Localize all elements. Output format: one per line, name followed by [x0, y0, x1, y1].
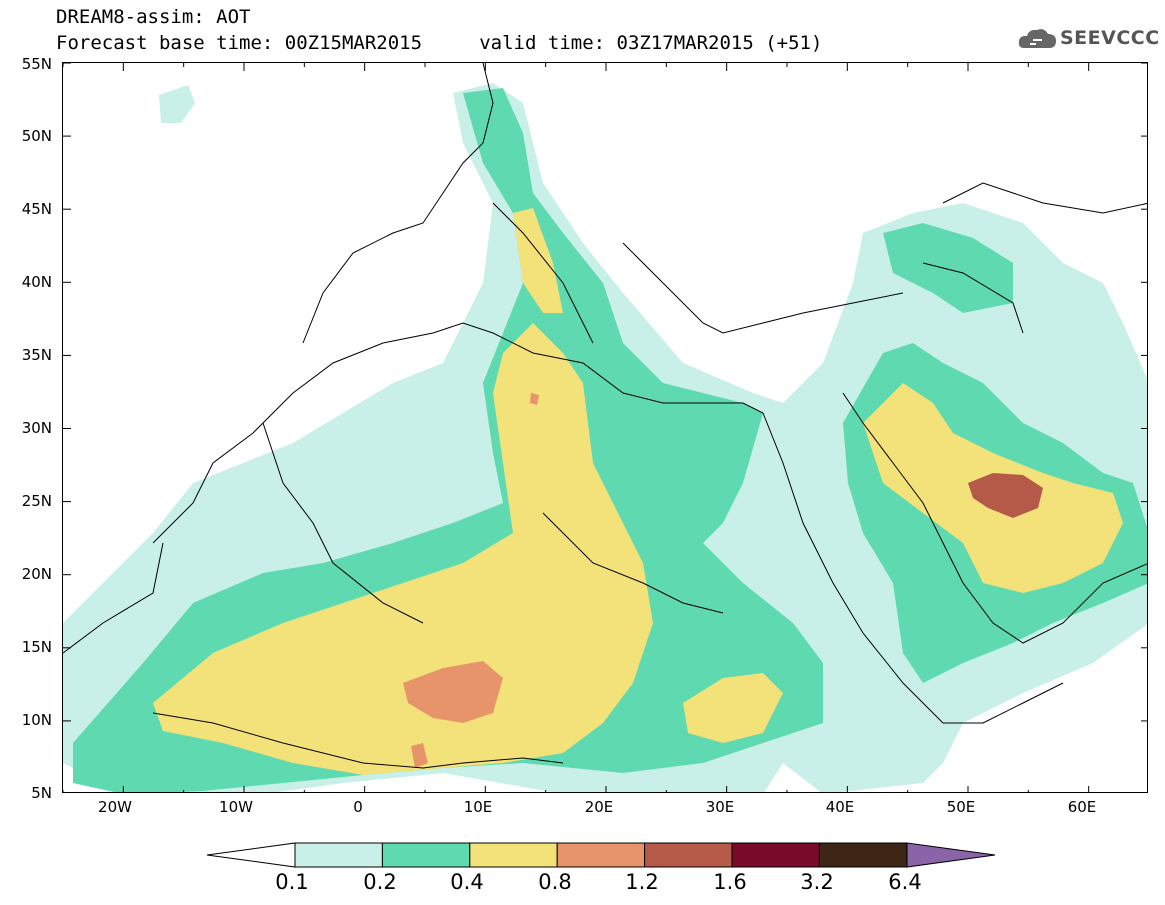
- coastline-path: [262, 422, 424, 624]
- colorbar-level-label: 1.2: [625, 870, 659, 894]
- colorbar-level-label: 0.8: [538, 870, 572, 894]
- colorbar-level-label: 0.2: [363, 870, 397, 894]
- colorbar-level-label: 6.4: [888, 870, 922, 894]
- aot-region-light: [159, 85, 195, 123]
- lon-label: 50E: [946, 798, 976, 816]
- aot-region-orange: [411, 743, 428, 768]
- lon-label: 10W: [219, 798, 253, 816]
- aot-region-brown: [968, 473, 1043, 518]
- cloud-icon: [1018, 29, 1056, 48]
- chart-title: DREAM8-assim: AOT: [56, 6, 251, 28]
- coastline-path: [762, 412, 1064, 724]
- colorbar-level-label: 3.2: [800, 870, 834, 894]
- lon-label: 60E: [1067, 798, 1097, 816]
- colorbar-level-label: 0.4: [450, 870, 484, 894]
- aot-region-yellow: [683, 673, 783, 743]
- aot-map: [62, 62, 1148, 793]
- colorbar-box: [294, 842, 383, 868]
- colorbar-box: [556, 842, 646, 868]
- graticule-ticks: [63, 63, 1147, 792]
- colorbar-box: [469, 842, 558, 868]
- lat-label: 30N: [21, 419, 52, 437]
- colorbar-level-label: 0.1: [275, 870, 309, 894]
- colorbar-box: [818, 842, 908, 868]
- coastline-path: [842, 392, 1147, 644]
- aot-region-yellow: [513, 208, 563, 313]
- coastline-path: [152, 712, 564, 769]
- lat-label: 45N: [21, 200, 52, 218]
- colorbar-box: [731, 842, 820, 868]
- colorbar-level-label: 1.6: [713, 870, 747, 894]
- aot-region-orange: [403, 661, 503, 723]
- lat-label: 5N: [31, 784, 52, 802]
- coastline-layer: [63, 63, 1147, 769]
- colorbar-under-triangle: [206, 842, 296, 868]
- aot-region-orange: [530, 393, 539, 405]
- seevccc-logo-text: SEEVCCC: [1060, 27, 1160, 49]
- coastline-path: [622, 242, 904, 334]
- lat-label: 20N: [21, 565, 52, 583]
- colorbar-over-triangle: [906, 842, 996, 868]
- lat-label: 55N: [21, 55, 52, 73]
- colorbar-box: [644, 842, 733, 868]
- lat-label: 40N: [21, 273, 52, 291]
- colorbar: [206, 842, 996, 868]
- coastline-path: [302, 63, 494, 344]
- aot-region-green: [883, 223, 1013, 313]
- lon-label: 20W: [98, 798, 132, 816]
- lon-label: 0: [353, 798, 363, 816]
- lat-label: 10N: [21, 711, 52, 729]
- coastline-path: [922, 262, 1024, 334]
- coastline-path: [492, 202, 594, 344]
- aot-region-yellow: [153, 323, 653, 775]
- lon-label: 10E: [463, 798, 493, 816]
- aot-field-layer: [63, 83, 1147, 792]
- colorbar-box: [381, 842, 471, 868]
- coastline-path: [942, 182, 1147, 214]
- lon-label: 30E: [705, 798, 735, 816]
- lon-label: 20E: [584, 798, 614, 816]
- coastline-path: [152, 322, 764, 544]
- lat-label: 50N: [21, 127, 52, 145]
- lat-label: 25N: [21, 492, 52, 510]
- lat-label: 35N: [21, 346, 52, 364]
- forecast-time-subtitle: Forecast base time: 00Z15MAR2015 valid t…: [56, 32, 823, 54]
- coastline-path: [542, 512, 724, 614]
- coastline-path: [63, 542, 164, 654]
- lat-label: 15N: [21, 638, 52, 656]
- lon-label: 40E: [825, 798, 855, 816]
